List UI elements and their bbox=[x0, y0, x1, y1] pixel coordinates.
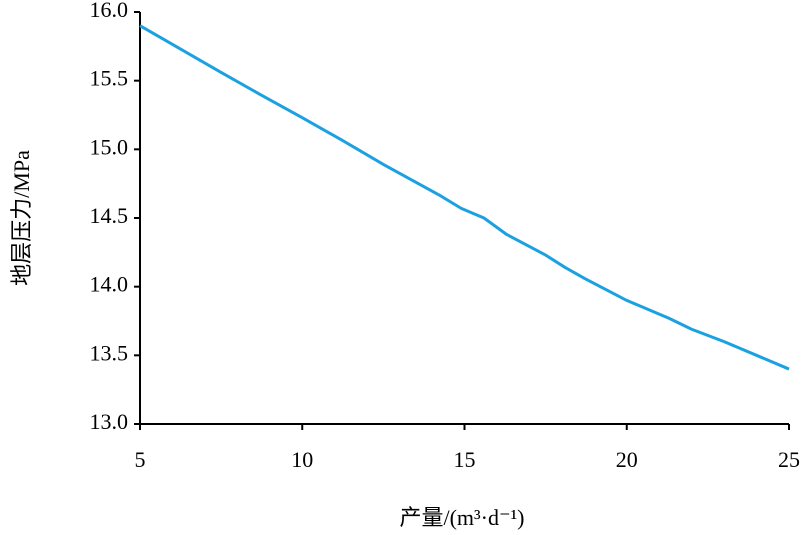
x-axis-label: 产量/(m³·d⁻¹) bbox=[399, 505, 524, 530]
x-tick-label: 25 bbox=[778, 447, 800, 472]
x-tick-label: 15 bbox=[454, 447, 476, 472]
y-tick-label: 15.5 bbox=[90, 66, 129, 91]
y-tick-label: 16.0 bbox=[90, 0, 129, 22]
y-axis-label: 地层压力/MPa bbox=[9, 150, 34, 286]
y-tick-label: 14.5 bbox=[90, 203, 129, 228]
x-tick-label: 10 bbox=[291, 447, 313, 472]
y-tick-label: 13.5 bbox=[90, 340, 129, 365]
y-tick-label: 15.0 bbox=[90, 134, 129, 159]
y-tick-label: 13.0 bbox=[90, 409, 129, 434]
y-tick-label: 14.0 bbox=[90, 272, 129, 297]
x-tick-label: 5 bbox=[135, 447, 146, 472]
data-line bbox=[139, 24, 790, 371]
x-tick-label: 20 bbox=[616, 447, 638, 472]
